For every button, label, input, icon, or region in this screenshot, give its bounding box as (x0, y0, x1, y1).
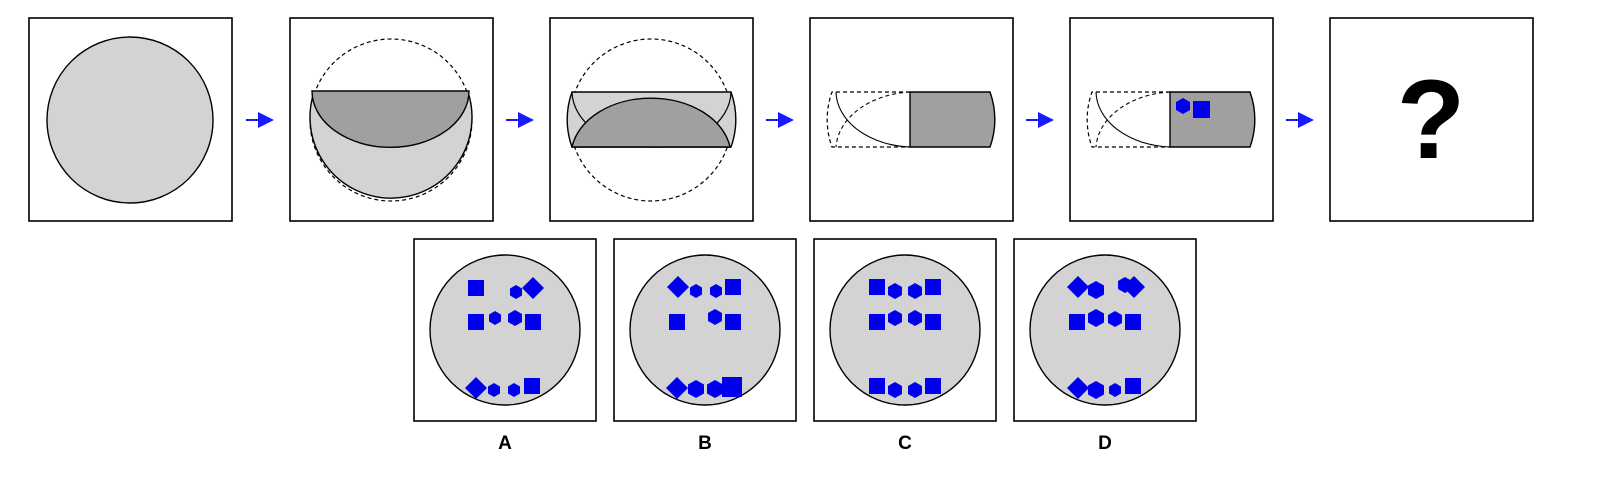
square-hole (725, 314, 741, 330)
unfolded-paper (1029, 254, 1181, 406)
hexagon-hole (508, 310, 522, 326)
hexagon-hole (1088, 381, 1104, 399)
square-hole (869, 378, 885, 394)
square-hole (1193, 101, 1210, 118)
square-hole (525, 314, 541, 330)
hexagon-hole (508, 383, 520, 397)
diamond-hole (1123, 276, 1145, 298)
folded-away-outline (826, 91, 910, 148)
hexagon-hole (710, 284, 722, 298)
hexagon-hole (1088, 281, 1104, 299)
step-4-panel (809, 17, 1014, 222)
square-hole (669, 314, 685, 330)
option-label: D (1098, 433, 1112, 454)
hexagon-hole (1109, 383, 1121, 397)
step-3-panel (549, 17, 754, 222)
hexagon-hole (488, 383, 500, 397)
folded-away-outline (1095, 91, 1171, 148)
diamond-hole (522, 277, 544, 299)
hexagon-hole (688, 380, 704, 398)
option-c[interactable]: C (813, 238, 997, 454)
option-a[interactable]: A (413, 238, 597, 454)
folded-paper (1169, 91, 1256, 148)
hexagon-hole (908, 310, 922, 326)
question-mark: ? (1397, 57, 1465, 182)
square-hole (1069, 314, 1085, 330)
square-hole (869, 279, 885, 295)
hexagon-hole (888, 283, 902, 299)
square-hole (722, 377, 742, 397)
folded-flap (311, 90, 470, 149)
square-hole (925, 314, 941, 330)
question-panel: ? (1329, 17, 1534, 222)
step-2-panel (289, 17, 494, 222)
option-label: C (898, 433, 912, 454)
square-hole (925, 279, 941, 295)
folded-away-outline (1095, 91, 1171, 148)
hexagon-hole (888, 382, 902, 398)
hexagon-hole (707, 380, 723, 398)
option-label: A (498, 433, 512, 454)
folded-away-outline (835, 91, 911, 148)
square-hole (725, 279, 741, 295)
hexagon-hole (1176, 98, 1190, 114)
unfolded-paper (629, 254, 781, 406)
square-hole (524, 378, 540, 394)
diamond-hole (1067, 377, 1089, 399)
paper-circle (46, 36, 214, 204)
square-hole (468, 314, 484, 330)
unfolded-paper (829, 254, 981, 406)
square-hole (1125, 378, 1141, 394)
hexagon-hole (708, 309, 722, 325)
square-hole (925, 378, 941, 394)
hexagon-hole (888, 310, 902, 326)
hexagon-hole (908, 382, 922, 398)
option-label: B (698, 433, 712, 454)
unfolded-paper (429, 254, 581, 406)
diamond-hole (667, 276, 689, 298)
diamond-hole (465, 377, 487, 399)
option-d[interactable]: D (1013, 238, 1197, 454)
folded-away-outline (835, 91, 911, 148)
hexagon-hole (1088, 309, 1104, 327)
step-1-panel (28, 17, 233, 222)
folded-away-outline (1086, 91, 1170, 148)
folded-paper (909, 91, 996, 148)
hexagon-hole (510, 285, 522, 299)
square-hole (1125, 314, 1141, 330)
square-hole (869, 314, 885, 330)
diamond-hole (666, 377, 688, 399)
option-b[interactable]: B (613, 238, 797, 454)
hexagon-hole (908, 283, 922, 299)
diamond-hole (1067, 276, 1089, 298)
step-5-panel (1069, 17, 1274, 222)
square-hole (468, 280, 484, 296)
hexagon-hole (489, 311, 501, 325)
folded-flap (571, 97, 731, 148)
hexagon-hole (690, 284, 702, 298)
hexagon-hole (1108, 311, 1122, 327)
